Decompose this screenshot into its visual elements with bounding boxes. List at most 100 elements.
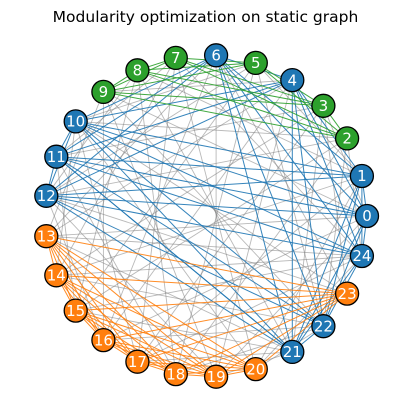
node-17: 17	[125, 349, 150, 374]
edge-blue	[75, 120, 362, 177]
edge-green	[137, 69, 348, 139]
node-circle	[91, 327, 116, 353]
node-circle	[334, 281, 360, 306]
node-0: 0	[354, 203, 380, 229]
node-3: 3	[311, 93, 336, 118]
edge-orange	[55, 274, 138, 363]
node-label: 23	[338, 285, 357, 303]
edge-green	[255, 62, 348, 139]
node-circle	[349, 163, 375, 189]
edge-blue	[75, 120, 363, 257]
node-circle	[203, 43, 229, 68]
edge-blue	[215, 55, 293, 353]
edge-inter-community	[137, 255, 363, 363]
node-circle	[280, 67, 305, 93]
edge-inter-community	[75, 138, 348, 311]
node-9: 9	[91, 79, 116, 105]
node-23: 23	[334, 281, 360, 306]
edge-orange	[175, 293, 348, 375]
edge-orange	[137, 293, 348, 363]
node-label: 8	[133, 62, 143, 80]
edge-blue	[75, 120, 368, 217]
node-5: 5	[243, 50, 268, 76]
edge-blue	[291, 255, 363, 353]
node-12: 12	[34, 183, 59, 208]
node-label: 14	[47, 267, 66, 285]
edge-inter-community	[102, 91, 217, 377]
edge-orange	[103, 293, 348, 341]
edge-blue	[291, 80, 324, 327]
edge-orange	[103, 339, 256, 370]
node-11: 11	[44, 144, 69, 169]
edge-inter-community	[137, 69, 363, 177]
edge-blue	[56, 156, 362, 177]
node-label: 5	[251, 54, 261, 72]
edge-blue	[75, 121, 324, 327]
graph-title: Modularity optimization on static graph	[52, 8, 359, 26]
edge-inter-community	[215, 215, 368, 378]
edge-inter-community	[46, 79, 293, 237]
node-label: 1	[357, 167, 367, 185]
edge-inter-community	[45, 70, 138, 197]
edge-orange	[215, 293, 348, 378]
edge-inter-community	[55, 156, 177, 375]
edge-blue	[215, 54, 368, 217]
node-label: 9	[99, 83, 109, 101]
node-2: 2	[334, 126, 360, 151]
edge-orange	[45, 235, 138, 362]
node-14: 14	[44, 263, 69, 288]
edge-blue	[75, 79, 293, 122]
edge-orange	[75, 293, 348, 312]
inter-community-edges	[45, 54, 368, 378]
edge-blue	[75, 121, 293, 353]
node-16: 16	[91, 327, 116, 353]
node-circle	[125, 349, 150, 374]
edge-green	[137, 62, 256, 71]
edge-inter-community	[46, 235, 362, 257]
node-15: 15	[63, 298, 88, 323]
node-label: 20	[246, 360, 265, 378]
edge-orange	[103, 339, 217, 378]
edge-orange	[46, 235, 257, 370]
edge-inter-community	[55, 156, 77, 311]
node-label: 3	[319, 97, 329, 115]
node-label: 7	[171, 49, 181, 67]
node-circle	[163, 361, 188, 387]
intra-community-edges	[45, 54, 368, 378]
node-circle	[63, 298, 88, 323]
node-label: 17	[128, 353, 147, 371]
node-circle	[34, 224, 59, 249]
edge-blue	[291, 79, 363, 177]
edge-green	[103, 91, 348, 139]
edge-inter-community	[215, 79, 293, 377]
node-label: 4	[288, 71, 298, 89]
node-13: 13	[34, 224, 59, 249]
node-circle	[163, 45, 188, 71]
edge-blue	[291, 175, 363, 353]
node-circle	[44, 263, 69, 288]
edge-inter-community	[75, 310, 293, 353]
edge-inter-community	[322, 105, 348, 294]
edge-inter-community	[46, 62, 257, 197]
edge-orange	[137, 361, 256, 370]
node-label: 15	[66, 302, 85, 320]
edge-blue	[322, 175, 363, 327]
node-19: 19	[203, 364, 229, 389]
node-label: 12	[37, 187, 56, 205]
edge-inter-community	[136, 70, 177, 375]
edge-blue	[55, 156, 293, 353]
node-24: 24	[349, 243, 375, 269]
node-circle	[44, 144, 69, 169]
edge-green	[137, 69, 324, 107]
node-label: 19	[207, 368, 226, 386]
edge-orange	[75, 310, 256, 370]
edge-inter-community	[103, 325, 324, 341]
edge-inter-community	[45, 91, 104, 237]
node-20: 20	[243, 356, 268, 382]
node-circle	[63, 109, 88, 134]
node-18: 18	[163, 361, 188, 387]
edge-orange	[45, 235, 177, 375]
edge-inter-community	[75, 62, 257, 311]
